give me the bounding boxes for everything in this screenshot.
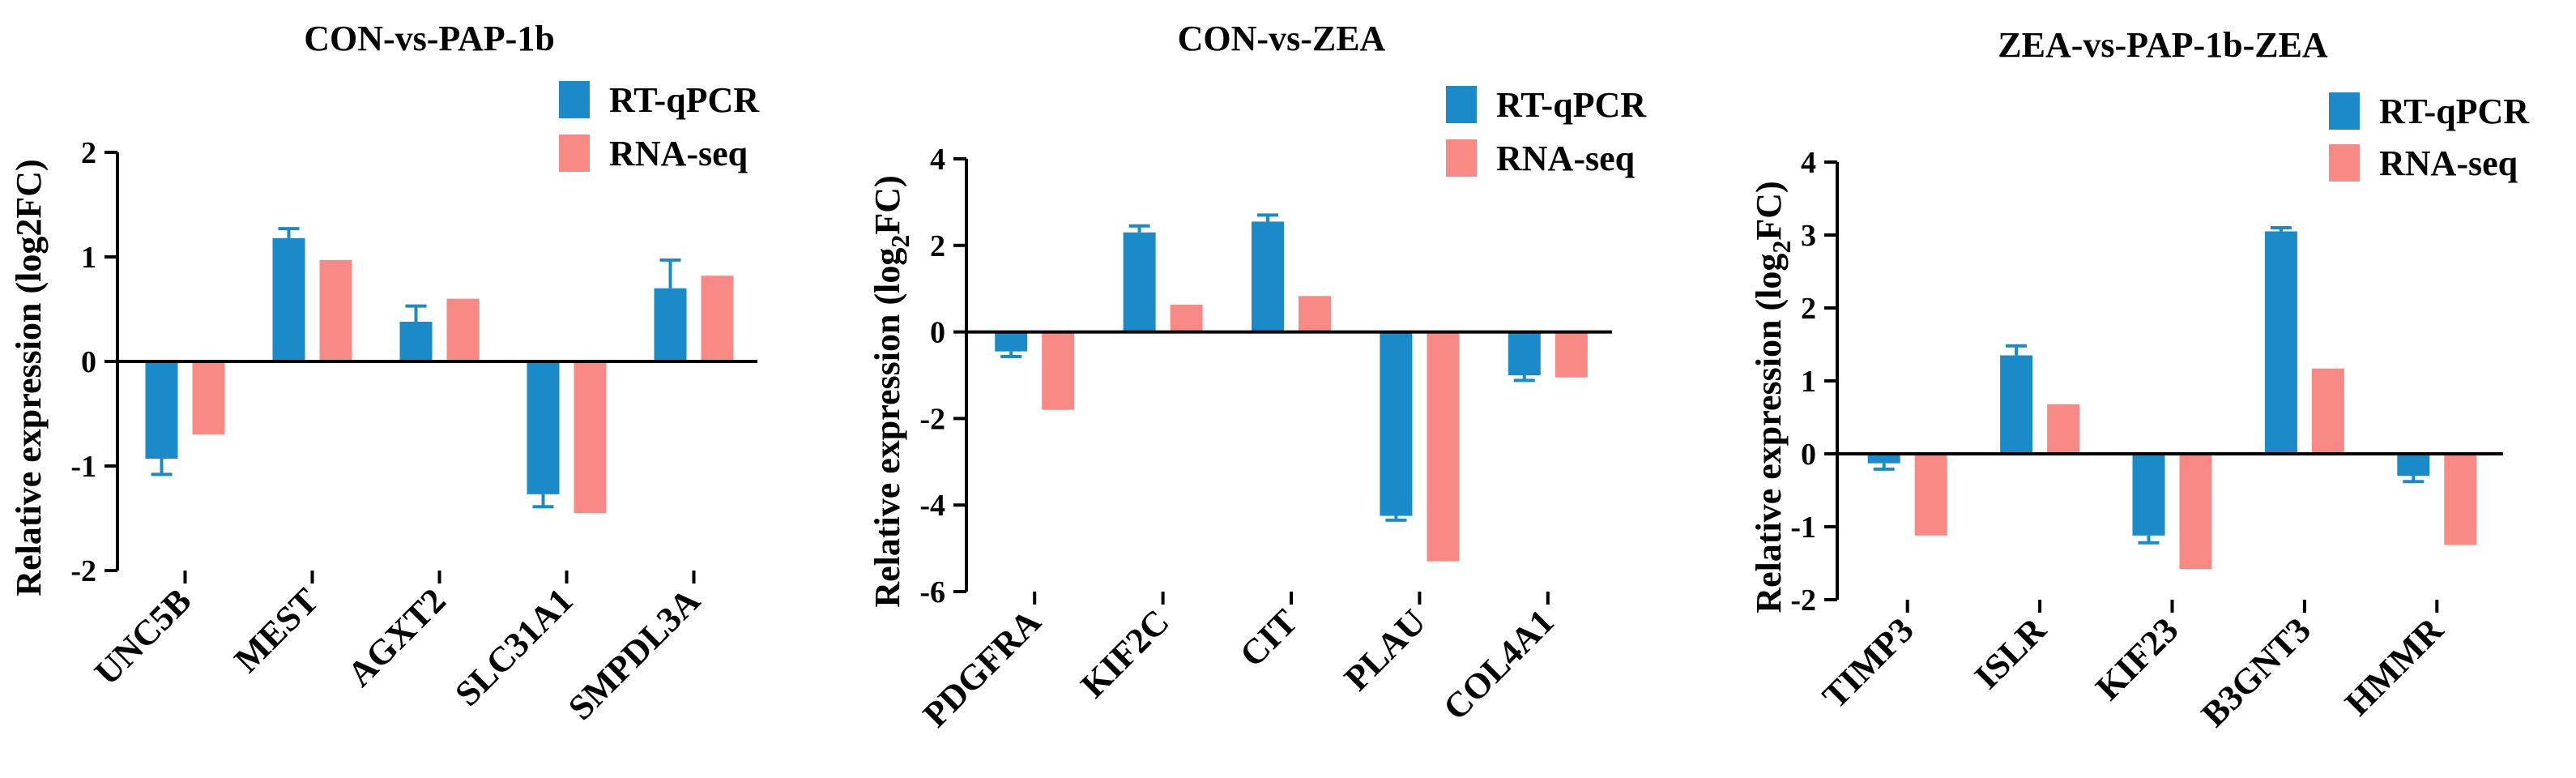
y-axis-label-part: Relative expression (log [868, 248, 907, 608]
legend: RT-qPCR RNA-seq [2329, 92, 2530, 183]
bar-rt-qpcr [1380, 331, 1413, 516]
bar-rt-qpcr [995, 331, 1028, 352]
y-axis-label-subscript: 2 [1767, 241, 1796, 254]
bar-rna-seq [1170, 304, 1203, 332]
y-tick-label: -6 [919, 575, 945, 609]
bar-rt-qpcr [2397, 454, 2430, 476]
bar-rna-seq [446, 298, 480, 361]
y-axis-label: Relative expression (log2FC) [868, 175, 915, 607]
bar-rt-qpcr [399, 321, 433, 361]
y-axis-label: Relative expression (log2FC) [9, 159, 49, 596]
y-tick-label: -2 [919, 402, 945, 436]
y-tick-label: 2 [81, 136, 96, 170]
chart-con-vs-pap-1b: CON-vs-PAP-1b -2 -1 0 1 2 Relative expression … [9, 19, 760, 728]
bar-rt-qpcr [272, 237, 305, 361]
legend-swatch [559, 81, 590, 118]
x-tick-label: COL4A1 [1435, 601, 1562, 728]
y-tick-label: 0 [1801, 438, 1816, 472]
y-axis-label-subscript: 2 [885, 235, 915, 248]
y-tick-label: 0 [930, 316, 945, 350]
legend-label: RNA-seq [1496, 139, 1636, 178]
x-tick-label: AGXT2 [339, 580, 453, 694]
x-tick-label: ISLR [1967, 609, 2054, 697]
bar-rna-seq [1042, 331, 1075, 410]
legend-label: RT-qPCR [2379, 92, 2530, 131]
y-tick-label: -1 [70, 450, 96, 484]
bar-rna-seq [1427, 331, 1460, 562]
legend-swatch [1446, 139, 1477, 177]
x-tick-label: MEST [227, 580, 326, 680]
x-tick-label: TIMP3 [1815, 609, 1921, 716]
chart-title: CON-vs-ZEA [1178, 19, 1386, 58]
y-tick-label: -1 [1790, 511, 1816, 545]
legend-label: RT-qPCR [609, 80, 760, 120]
bar-rna-seq [2444, 454, 2477, 545]
bar-rt-qpcr [2000, 355, 2033, 454]
bar-rt-qpcr [654, 288, 687, 361]
bar-rna-seq [1555, 331, 1588, 378]
y-tick-label: -2 [1790, 584, 1816, 618]
x-tick-label: B3GNT3 [2194, 609, 2318, 734]
legend-swatch [2329, 144, 2360, 182]
legend: RT-qPCR RNA-seq [559, 80, 760, 173]
legend-label: RNA-seq [609, 134, 748, 173]
y-tick-label: 2 [930, 229, 945, 263]
bar-rna-seq [2179, 454, 2212, 570]
bar-rt-qpcr [2132, 454, 2165, 536]
chart-con-vs-zea: CON-vs-ZEA -6 -4 -2 0 2 4 Relative expression (… [868, 19, 1647, 735]
x-tick-label: UNC5B [87, 580, 198, 692]
legend-swatch [559, 135, 590, 172]
bar-rt-qpcr [2264, 231, 2297, 454]
y-axis-label-part: FC) [868, 175, 907, 234]
y-axis-label-part: FC) [1749, 181, 1789, 240]
legend-swatch [1446, 86, 1477, 123]
x-tick-label: PDGFRA [915, 601, 1048, 734]
legend-swatch [2329, 92, 2360, 130]
y-tick-label: 0 [81, 345, 96, 379]
bar-rt-qpcr [1508, 331, 1541, 375]
chart-title: CON-vs-PAP-1b [304, 19, 555, 58]
legend: RT-qPCR RNA-seq [1446, 85, 1647, 178]
x-tick-label: KIF23 [2088, 609, 2186, 707]
bar-rt-qpcr [1252, 221, 1284, 332]
x-tick-label: CIT [1232, 601, 1305, 674]
chart-title: ZEA-vs-PAP-1b-ZEA [1998, 25, 2328, 65]
x-tick-label: PLAU [1337, 601, 1433, 698]
bar-rna-seq [701, 276, 734, 361]
y-axis-label: Relative expression (log2FC) [1749, 181, 1796, 613]
x-tick-label: SLC31A1 [447, 580, 580, 713]
y-tick-label: 3 [1801, 219, 1816, 253]
y-tick-label: 1 [81, 241, 96, 275]
bar-rna-seq [192, 361, 225, 435]
x-tick-label: KIF2C [1073, 601, 1177, 705]
y-tick-label: 1 [1801, 365, 1816, 399]
bar-rt-qpcr [527, 361, 560, 494]
y-tick-label: 4 [1801, 146, 1816, 180]
legend-label: RNA-seq [2379, 143, 2518, 183]
y-tick-label: 4 [930, 143, 945, 177]
y-tick-label: 2 [1801, 292, 1816, 326]
bar-rt-qpcr [1867, 454, 1900, 464]
x-tick-label: SMPDL3A [561, 580, 708, 728]
y-tick-label: -4 [919, 489, 945, 523]
y-axis-label-part: Relative expression (log [1749, 254, 1789, 613]
legend-label: RT-qPCR [1496, 85, 1647, 125]
bar-rna-seq [2311, 368, 2344, 454]
bar-rt-qpcr [1123, 232, 1156, 332]
bar-rna-seq [2047, 404, 2080, 454]
x-tick-label: HMMR [2337, 609, 2451, 724]
y-tick-label: -2 [70, 554, 96, 588]
bar-rna-seq [319, 259, 352, 361]
bar-rna-seq [1299, 296, 1331, 332]
bar-rna-seq [574, 361, 607, 514]
bar-rt-qpcr [145, 361, 178, 459]
bar-rna-seq [1914, 454, 1947, 536]
